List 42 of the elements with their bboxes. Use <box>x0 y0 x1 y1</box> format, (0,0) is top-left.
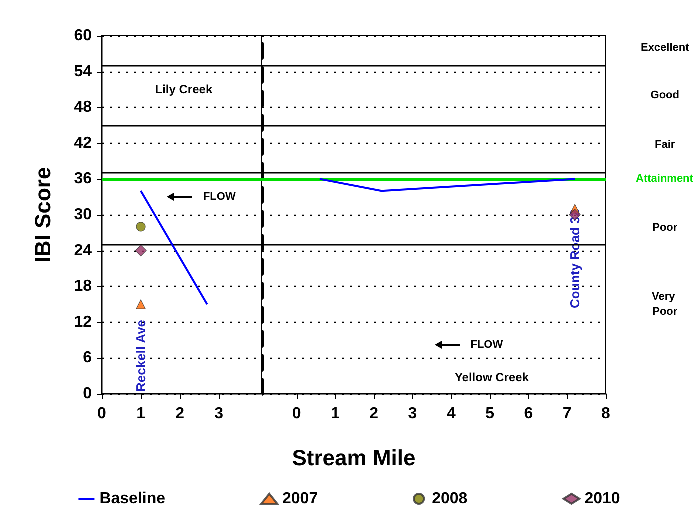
x-tick-label: 6 <box>524 406 534 422</box>
legend-label: 2008 <box>432 490 468 508</box>
y-tick-label: 12 <box>74 314 92 331</box>
x-tick-label: 4 <box>446 406 456 422</box>
y-tick-label: 0 <box>83 386 92 402</box>
annotation: FLOW <box>470 339 504 352</box>
x-tick-label: 2 <box>370 406 379 422</box>
y-tick-label: 36 <box>74 170 92 188</box>
x-tick-label: 1 <box>330 406 340 422</box>
x-tick-label: 1 <box>136 406 146 422</box>
y-tick-label: 54 <box>74 63 92 80</box>
x-tick-label: 8 <box>602 406 611 422</box>
x-tick-label: 0 <box>292 406 302 422</box>
x-tick-label: 7 <box>562 406 572 422</box>
y-tick-label: 60 <box>74 28 92 44</box>
text: Excellent <box>640 42 690 54</box>
legend-label: 2007 <box>282 490 318 508</box>
text: Poor <box>652 222 678 234</box>
legend-label: 2010 <box>584 490 620 508</box>
y-tick-label: 6 <box>83 350 92 367</box>
annotation: Yellow Creek <box>454 370 530 384</box>
x-tick-label: 0 <box>98 406 107 422</box>
y-tick-label: 42 <box>74 134 92 152</box>
legend-label: Baseline <box>100 490 166 508</box>
annotation: FLOW <box>203 191 236 204</box>
x-tick-label: 5 <box>486 406 495 422</box>
y-tick-label: 24 <box>74 242 92 260</box>
text: Fair <box>655 139 676 152</box>
x-tick-label: 2 <box>176 406 185 422</box>
y-tick-label: 18 <box>74 278 92 296</box>
y-axis-title: IBI Score <box>30 167 56 263</box>
annotation: County Road 32 <box>568 210 583 308</box>
text: Very Poor <box>652 291 678 318</box>
y-tick-label: 48 <box>74 99 92 116</box>
text: Good <box>650 90 680 102</box>
y-tick-label: 30 <box>74 206 92 224</box>
x-tick-label: 3 <box>408 406 418 422</box>
x-axis-title: Stream Mile <box>292 446 416 470</box>
x-tick-label: 3 <box>214 406 224 422</box>
annotation: Lily Creek <box>155 82 213 97</box>
annotation: Reckell Ave <box>134 320 149 392</box>
ref-line-label: Attainment <box>636 173 694 186</box>
